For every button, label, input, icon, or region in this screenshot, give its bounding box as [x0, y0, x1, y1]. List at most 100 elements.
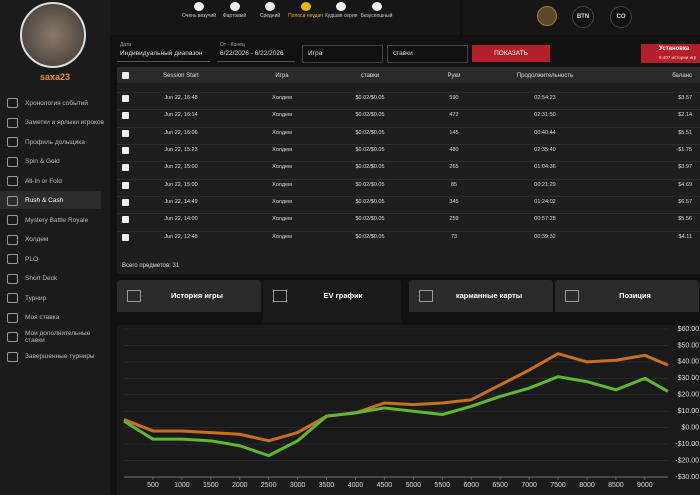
checkbox[interactable]	[122, 181, 129, 189]
checkbox[interactable]	[122, 164, 129, 172]
table-cell: Jun 22, 16:06	[164, 129, 198, 136]
tab-icon	[273, 290, 287, 302]
menu-label[interactable]: Моя ставка	[25, 314, 60, 321]
avatar	[20, 2, 86, 68]
luck-panel	[110, 0, 460, 35]
table-cell: $4.11	[678, 233, 692, 240]
row-divider	[117, 126, 700, 128]
table-cell: $3.97	[678, 164, 692, 171]
menu-icon	[7, 156, 18, 167]
menu-label[interactable]: All-In or Fold	[25, 177, 62, 185]
filter-date[interactable]: 6/22/2026 - 6/22/2026	[217, 47, 295, 62]
menu-label[interactable]: Турнир	[25, 294, 47, 302]
luck-label[interactable]: Худшая серия	[324, 13, 358, 19]
menu-label[interactable]: Rush & Cash	[25, 197, 64, 204]
luck-label[interactable]: Средний	[259, 13, 281, 19]
luck-label[interactable]: Очень везучий	[181, 13, 217, 19]
menu-label[interactable]: Spin & Gold	[25, 158, 60, 165]
checkbox[interactable]	[122, 95, 129, 102]
table-cell: $0.02/$0.05	[355, 181, 385, 188]
tab-label[interactable]: карманные карты	[455, 291, 523, 300]
y-tick-label: -$30.00	[675, 474, 699, 481]
install-button[interactable]	[641, 44, 700, 63]
x-tick-label: 5500	[435, 482, 451, 489]
luck-label[interactable]: Фартовый	[222, 13, 247, 19]
show-button[interactable]: ПОКАЗАТЬ	[472, 45, 550, 62]
table-cell: $0.02/$0.05	[355, 216, 385, 223]
row-divider	[117, 109, 700, 111]
table-cell: $3.57	[678, 95, 692, 101]
checkbox[interactable]	[122, 112, 129, 120]
menu-label[interactable]: Заметки и ярлыки игроков	[25, 119, 104, 126]
column-header: Session Start	[163, 73, 199, 79]
tab[interactable]	[555, 280, 699, 312]
x-tick-label: 8000	[579, 482, 595, 489]
table-cell: 00:21:29	[534, 181, 556, 188]
menu-item[interactable]	[0, 190, 101, 209]
table-cell: 472	[449, 112, 459, 119]
row-divider	[117, 213, 700, 215]
filter-select[interactable]: Индивидуальный диапазон	[117, 47, 210, 62]
table	[117, 67, 700, 274]
checkbox[interactable]	[122, 129, 129, 137]
table-cell: Холдем	[272, 199, 292, 206]
table-cell: Jun 22, 14:49	[164, 199, 198, 206]
table-cell: Jun 22, 12:48	[164, 233, 198, 240]
table-cell: $0.02/$0.05	[355, 129, 385, 136]
filter-select[interactable]: ставки	[387, 45, 468, 63]
table-cell: $4.69	[678, 181, 692, 188]
checkbox[interactable]	[122, 199, 129, 207]
table-cell: $0.02/$0.05	[355, 164, 385, 171]
luck-label[interactable]: Полоса неудач	[288, 13, 323, 19]
table-cell: 345	[449, 199, 459, 206]
filter-label: От - Конец	[220, 42, 245, 48]
luck-label[interactable]: Безуспешный	[360, 13, 393, 19]
table-cell: Холдем	[272, 147, 292, 154]
menu-label[interactable]: Профиль дольщика	[25, 138, 85, 146]
tab[interactable]	[117, 280, 261, 312]
checkbox[interactable]	[122, 72, 129, 79]
checkbox[interactable]	[122, 147, 129, 155]
menu-icon	[7, 195, 18, 206]
checkbox[interactable]	[122, 233, 129, 241]
menu-label[interactable]: Мои дополнительные ставки	[25, 330, 91, 344]
tab-icon	[127, 290, 141, 302]
menu-label[interactable]: Холдем	[25, 236, 49, 243]
table-cell: 265	[449, 164, 459, 171]
menu-label[interactable]: PLO	[25, 255, 39, 263]
table-cell: Jun 22, 16:48	[164, 95, 198, 101]
luck-icon	[194, 2, 204, 11]
table-cell: $5.51	[678, 129, 692, 136]
table-cell: 73	[450, 233, 458, 240]
tab-label[interactable]: EV график	[323, 291, 363, 300]
position-badge[interactable]: CO	[610, 6, 632, 28]
menu-label[interactable]: Mystery Battle Royale	[25, 216, 89, 224]
position-badge[interactable]: BTN	[572, 6, 594, 28]
tab-label[interactable]: Позиция	[619, 291, 651, 300]
table-cell: 02:35:40	[534, 147, 556, 154]
table-cell: Холдем	[272, 112, 292, 119]
table-cell: 00:40:44	[534, 129, 556, 136]
table-cell: 590	[449, 95, 459, 101]
tab-icon	[565, 290, 579, 302]
x-tick-label: 6500	[492, 482, 508, 489]
luck-icon	[300, 2, 311, 11]
table-cell: 480	[449, 147, 459, 154]
menu-label[interactable]: Short Deck	[25, 275, 58, 282]
menu-label[interactable]: Хронология событий	[25, 99, 89, 107]
row-divider	[117, 196, 700, 198]
table-cell: Холдем	[272, 164, 292, 171]
checkbox[interactable]	[122, 216, 129, 224]
filter-select[interactable]: Игра	[302, 45, 383, 63]
table-cell: $0.02/$0.05	[355, 95, 385, 101]
tab[interactable]	[409, 280, 553, 312]
luck-icon	[336, 2, 346, 11]
tab-label[interactable]: История игры	[170, 291, 224, 300]
table-cell: 00:57:28	[534, 216, 556, 223]
y-tick-label: $0.00	[681, 425, 699, 432]
menu-icon	[7, 332, 18, 342]
table-cell: 02:54:23	[534, 95, 556, 101]
table-cell: 02:31:50	[534, 112, 556, 119]
menu-label[interactable]: Завершенные турниры	[25, 353, 95, 360]
x-tick-label: 1500	[203, 482, 219, 489]
